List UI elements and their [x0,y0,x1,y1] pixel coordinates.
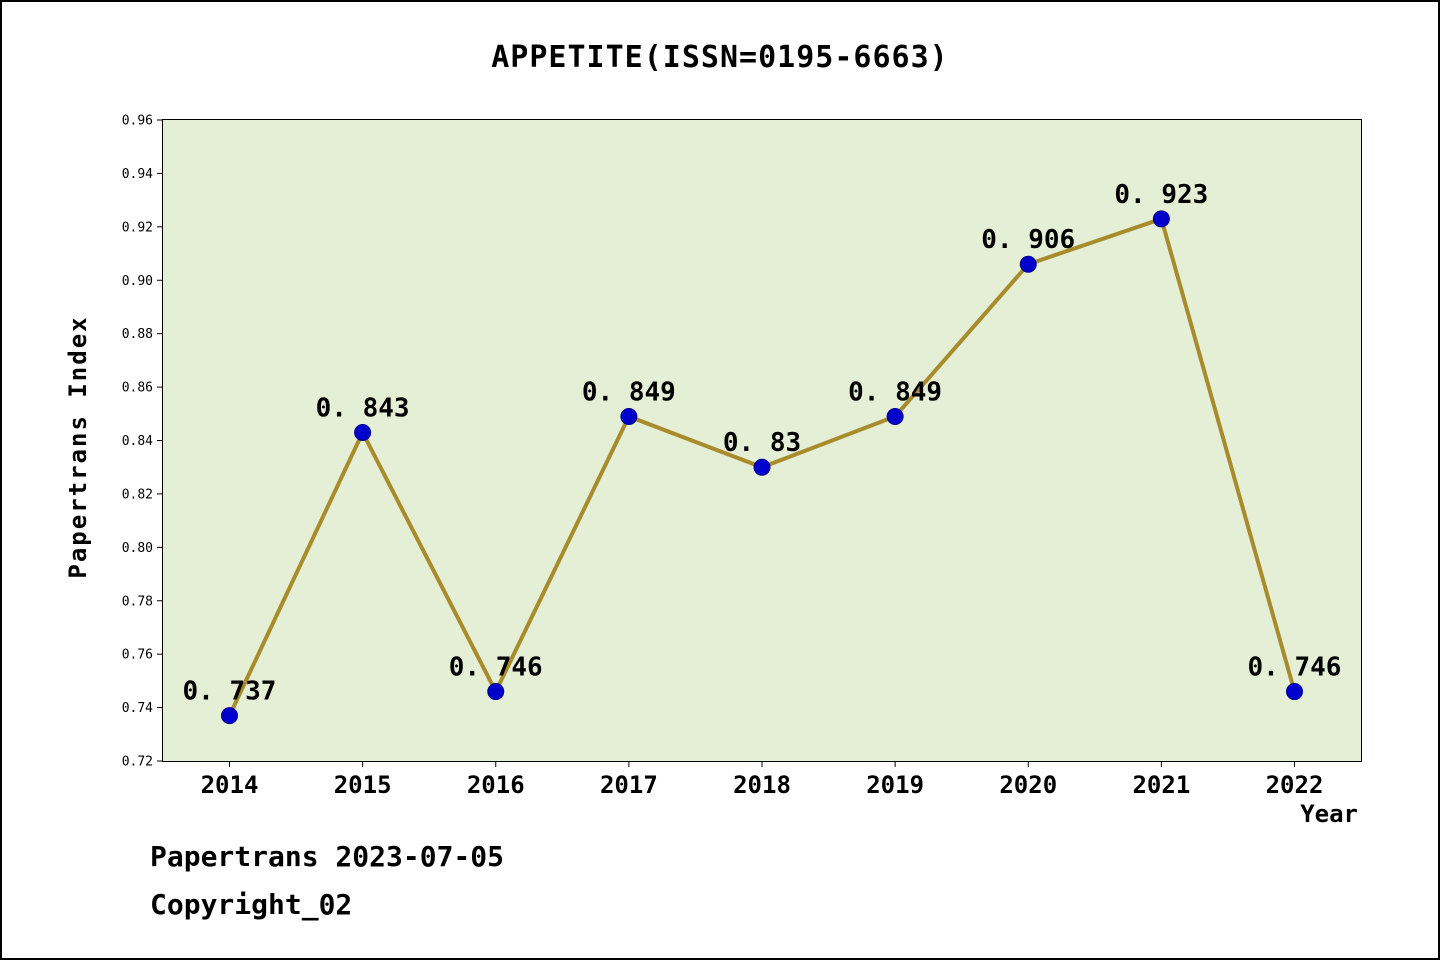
svg-text:0. 906: 0. 906 [981,225,1075,255]
svg-text:0. 746: 0. 746 [449,653,543,683]
footer-copyright: Copyright_02 [150,888,353,921]
svg-text:2019: 2019 [866,771,924,799]
svg-text:2022: 2022 [1266,771,1324,799]
svg-text:2017: 2017 [600,771,658,799]
svg-text:0.88: 0.88 [122,327,153,342]
svg-text:2014: 2014 [201,771,259,799]
svg-text:0.78: 0.78 [122,594,153,609]
svg-text:0.94: 0.94 [122,167,153,182]
svg-text:0.92: 0.92 [122,220,153,235]
svg-text:2021: 2021 [1132,771,1190,799]
svg-text:0. 746: 0. 746 [1248,653,1342,683]
svg-text:0. 923: 0. 923 [1114,180,1208,210]
svg-text:2018: 2018 [733,771,791,799]
svg-text:0.96: 0.96 [122,114,153,129]
svg-text:0.80: 0.80 [122,541,153,556]
plot-area: 0.72 0.74 0.76 0.78 0.80 0.82 0.84 0.86 0.88 0.90… [122,114,1362,800]
svg-text:0.76: 0.76 [122,648,153,663]
svg-text:0.72: 0.72 [122,755,153,770]
svg-text:0. 83: 0. 83 [723,428,801,458]
svg-text:2015: 2015 [334,771,392,799]
chart-title: APPETITE(ISSN=0195-6663) [491,40,949,75]
svg-text:0.82: 0.82 [122,487,153,502]
svg-text:0. 849: 0. 849 [848,377,942,407]
svg-text:0.86: 0.86 [122,381,153,396]
svg-text:2016: 2016 [467,771,525,799]
svg-text:2020: 2020 [999,771,1057,799]
svg-text:0.84: 0.84 [122,434,153,449]
y-axis-label: Papertrans Index [64,315,92,579]
footer-papertrans-date: Papertrans 2023-07-05 [150,840,505,873]
svg-text:0. 843: 0. 843 [316,393,410,423]
line-chart-canvas: 0.72 0.74 0.76 0.78 0.80 0.82 0.84 0.86 0.88 0.90… [122,114,1342,800]
svg-text:0.90: 0.90 [122,274,153,289]
x-axis-label: Year [1300,800,1358,828]
svg-text:0. 849: 0. 849 [582,377,676,407]
svg-text:0.74: 0.74 [122,701,153,716]
svg-text:0. 737: 0. 737 [183,677,277,707]
